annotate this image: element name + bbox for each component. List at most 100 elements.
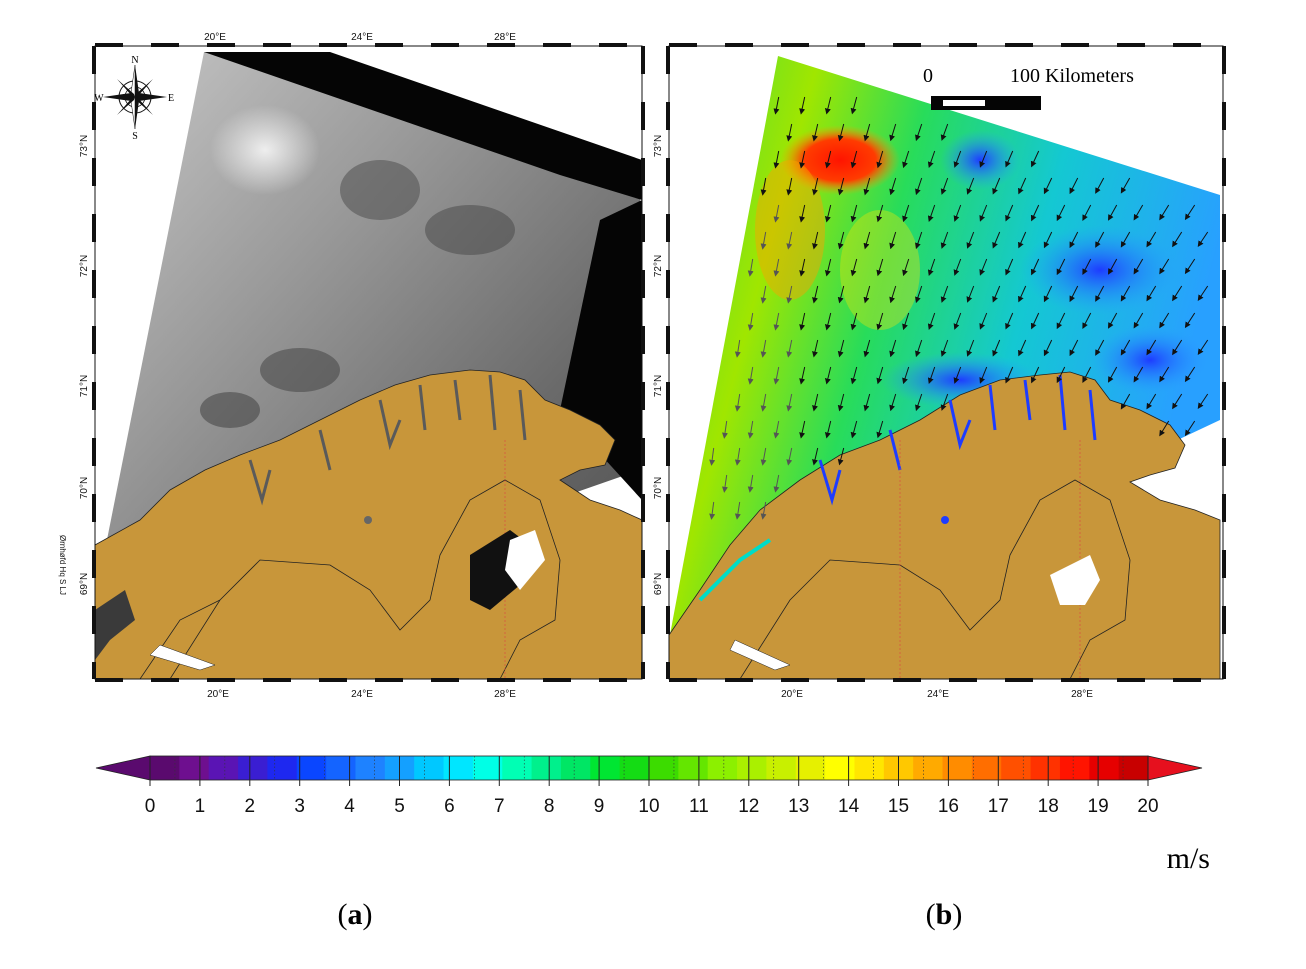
b-bottom-lon-label-1: 20°E <box>781 689 803 700</box>
b-lat-label-73: 73°N <box>653 135 664 157</box>
colorbar-tick-label: 3 <box>294 796 305 817</box>
bottom-lon-label-2: 24°E <box>351 689 373 700</box>
top-lon-label-3: 28°E <box>494 32 516 43</box>
colorbar-segment <box>238 756 268 780</box>
lat-label-72: 72°N <box>79 255 90 277</box>
bottom-lon-label-3: 28°E <box>494 689 516 700</box>
colorbar-tick-label: 17 <box>988 796 1009 817</box>
colorbar-segment <box>707 756 738 780</box>
colorbar-low-arrow <box>95 755 151 781</box>
colorbar-segment <box>472 756 503 780</box>
b-bottom-lon-label-3: 28°E <box>1071 689 1093 700</box>
colorbar-segment <box>208 756 239 780</box>
scale-bar-label: 100 Kilometers <box>1010 65 1134 87</box>
colorbar: 0 1 2 3 4 5 6 7 8 9 10 11 12 13 14 15 16 17 18 19 20 m/s <box>95 755 1210 875</box>
top-lon-label-2: 24°E <box>351 32 373 43</box>
colorbar-tick-label: 2 <box>245 796 256 817</box>
colorbar-segment <box>443 756 474 780</box>
colorbar-segment <box>971 756 1002 780</box>
colorbar-tick-label: 12 <box>738 796 759 817</box>
colorbar-tick-label: 1 <box>195 796 206 817</box>
panel-a-labels: 20°E 24°E 28°E 20°E 24°E 28°E 73°N 72°N … <box>58 32 516 700</box>
b-lat-label-69: 69°N <box>653 573 664 595</box>
b-bottom-lon-label-2: 24°E <box>927 689 949 700</box>
colorbar-segment <box>531 756 562 780</box>
compass-n: N <box>131 55 138 66</box>
colorbar-segment <box>179 756 210 780</box>
colorbar-tick-label: 13 <box>788 796 809 817</box>
compass-e: E <box>168 93 174 104</box>
colorbar-segment <box>678 756 709 780</box>
colorbar-unit: m/s <box>1167 842 1210 875</box>
colorbar-tick-label: 0 <box>145 796 156 817</box>
caption-b-letter: b <box>936 898 953 931</box>
scale-bar-zero: 0 <box>923 65 933 87</box>
b-lat-label-70: 70°N <box>653 477 664 499</box>
colorbar-tick-label: 14 <box>838 796 860 817</box>
b-lat-label-72: 72°N <box>653 255 664 277</box>
colorbar-segment <box>296 756 327 780</box>
colorbar-segment <box>1089 756 1120 780</box>
lat-label-73: 73°N <box>79 135 90 157</box>
colorbar-segment <box>795 756 826 780</box>
colorbar-segment <box>1118 756 1149 780</box>
colorbar-tick-label: 6 <box>444 796 455 817</box>
svg-text:(b): (b) <box>926 898 963 931</box>
caption-b: (b) <box>926 898 963 931</box>
colorbar-segment <box>619 756 650 780</box>
caption-a: (a) <box>338 898 373 931</box>
lat-label-69: 69°N <box>79 573 90 595</box>
colorbar-segment <box>942 756 973 780</box>
colorbar-segment <box>267 756 298 780</box>
panel-b-map <box>669 46 1223 679</box>
compass-rose-icon: N S E W <box>94 55 174 142</box>
colorbar-tick-label: 8 <box>544 796 555 817</box>
colorbar-tick-label: 18 <box>1038 796 1059 817</box>
colorbar-high-arrow <box>1147 755 1203 781</box>
colorbar-tick-label: 5 <box>394 796 405 817</box>
colorbar-tick-label: 11 <box>689 796 709 817</box>
colorbar-segment <box>766 756 797 780</box>
wind-vectors <box>709 96 1209 520</box>
colorbar-tick-label: 15 <box>888 796 909 817</box>
colorbar-segment <box>560 756 591 780</box>
b-lat-label-71: 71°N <box>653 375 664 397</box>
colorbar-segment <box>1001 756 1032 780</box>
colorbar-tick-label: 4 <box>344 796 355 817</box>
panel-b-frame <box>668 45 1224 680</box>
colorbar-segment <box>854 756 885 780</box>
bottom-lon-label-1: 20°E <box>207 689 229 700</box>
colorbar-segment <box>1030 756 1061 780</box>
colorbar-segment <box>1059 756 1090 780</box>
compass-s: S <box>132 131 138 142</box>
colorbar-segment <box>913 756 944 780</box>
svg-text:(a): (a) <box>338 898 373 931</box>
top-lon-label-1: 20°E <box>204 32 226 43</box>
panel-a-map <box>95 46 642 679</box>
caption-a-letter: a <box>348 898 363 931</box>
colorbar-segment <box>649 756 679 780</box>
colorbar-tick-label: 7 <box>494 796 505 817</box>
colorbar-segment <box>355 756 386 780</box>
sar-nodata-top <box>204 52 642 200</box>
colorbar-tick-label: 20 <box>1137 796 1158 817</box>
panel-b-labels: 20°E 24°E 28°E 73°N 72°N 71°N 70°N 69°N <box>653 135 1093 700</box>
colorbar-segment <box>737 756 767 780</box>
colorbar-tick-label: 16 <box>938 796 959 817</box>
colorbar-tick-label: 10 <box>638 796 659 817</box>
lat-label-70: 70°N <box>79 477 90 499</box>
frame-ticks <box>92 43 1226 682</box>
panel-a-frame <box>94 45 643 680</box>
image-credit: Ørnhøfd Hq S LJ <box>58 535 67 595</box>
colorbar-ticks: 0 1 2 3 4 5 6 7 8 9 10 11 12 13 14 15 16 17 18 19 20 <box>145 756 1159 817</box>
colorbar-segment <box>590 756 621 780</box>
compass-w: W <box>94 93 104 104</box>
colorbar-segment <box>825 756 855 780</box>
colorbar-tick-label: 9 <box>594 796 605 817</box>
scale-bar: 0 100 Kilometers <box>923 65 1134 110</box>
colorbar-segment <box>502 756 533 780</box>
lat-label-71: 71°N <box>79 375 90 397</box>
colorbar-segment <box>150 756 180 780</box>
colorbar-tick-label: 19 <box>1088 796 1109 817</box>
